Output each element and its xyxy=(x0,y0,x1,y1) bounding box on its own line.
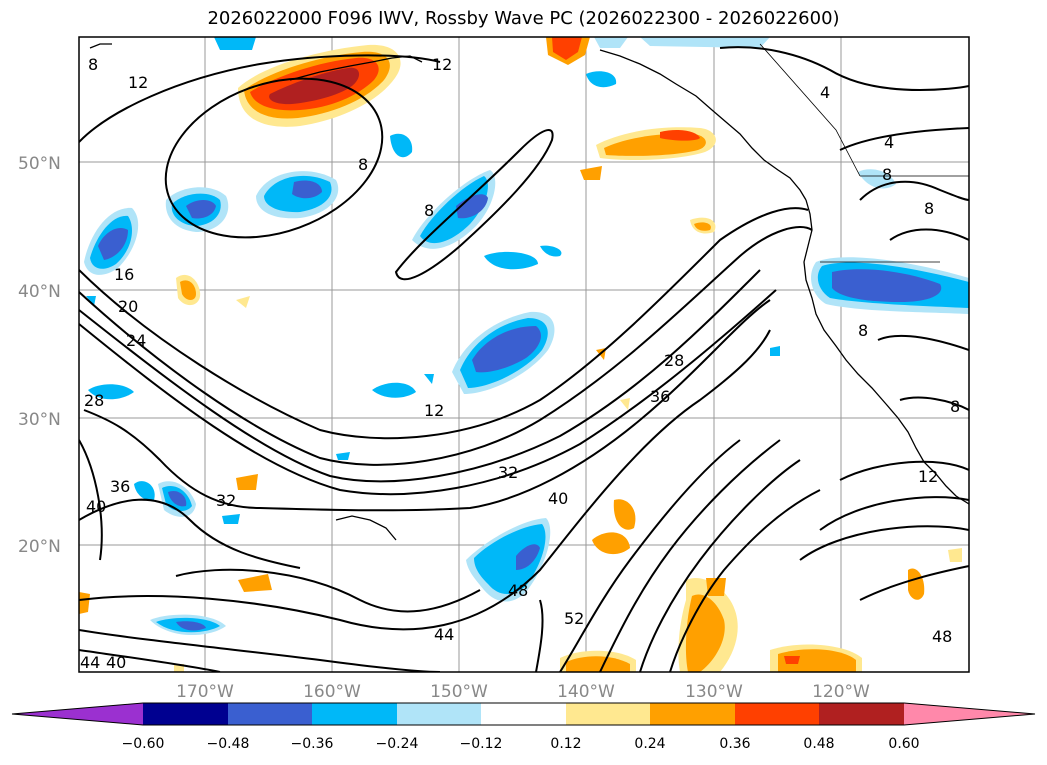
colorbar-segment xyxy=(650,703,735,725)
colorbar-segment xyxy=(819,703,904,725)
lon-label-170w: 170°W xyxy=(176,682,234,702)
contour-label: 8 xyxy=(882,165,892,184)
contour-label: 4 xyxy=(820,83,830,102)
contour-label: 16 xyxy=(114,265,134,284)
colorbar-segment xyxy=(566,703,650,725)
negative-anomaly-shading xyxy=(84,37,969,636)
colorbar-tick: 0.12 xyxy=(550,736,581,752)
lat-label-50n: 50°N xyxy=(18,154,61,174)
colorbar-tick: 0.48 xyxy=(803,736,834,752)
contour-label: 36 xyxy=(650,387,670,406)
coastlines xyxy=(89,43,969,541)
contour-label: 28 xyxy=(664,351,684,370)
colorbar-tick: 0.24 xyxy=(634,736,665,752)
contour-label: 48 xyxy=(508,581,528,600)
contour-label: 24 xyxy=(126,331,146,350)
contour-label: 8 xyxy=(88,55,98,74)
map-frame xyxy=(78,36,970,673)
contour-label: 32 xyxy=(216,491,236,510)
lon-label-120w: 120°W xyxy=(812,682,870,702)
contour-label: 12 xyxy=(432,55,452,74)
contour-label: 28 xyxy=(84,391,104,410)
contour-label: 8 xyxy=(424,201,434,220)
colorbar-segment xyxy=(143,703,228,725)
colorbar-tick: −0.12 xyxy=(460,736,503,752)
contour-label: 20 xyxy=(118,297,138,316)
country-borders xyxy=(759,43,969,263)
contour-label: 8 xyxy=(924,199,934,218)
lon-label-140w: 140°W xyxy=(557,682,615,702)
colorbar-tick: −0.48 xyxy=(207,736,250,752)
lon-label-160w: 160°W xyxy=(303,682,361,702)
colorbar-tick: −0.24 xyxy=(376,736,419,752)
colorbar: −0.60 −0.48 −0.36 −0.24 −0.12 0.12 0.24 … xyxy=(11,702,1036,752)
contour-label: 40 xyxy=(548,489,568,508)
colorbar-segment xyxy=(481,703,566,725)
colorbar-tick: −0.60 xyxy=(122,736,165,752)
colorbar-outline xyxy=(11,702,1036,726)
contour-label: 12 xyxy=(918,467,938,486)
iwv-contours xyxy=(79,46,969,672)
positive-anomaly-shading xyxy=(79,37,962,672)
contour-label-layer: 8 12 12 8 8 4 4 8 8 8 16 20 24 28 28 36 … xyxy=(80,55,960,672)
lon-label-150w: 150°W xyxy=(430,682,488,702)
colorbar-tick: 0.36 xyxy=(719,736,750,752)
colorbar-segment xyxy=(397,703,481,725)
map-title: 2026022000 F096 IWV, Rossby Wave PC (202… xyxy=(207,8,840,29)
contour-label: 40 xyxy=(86,497,106,516)
contour-label: 8 xyxy=(358,155,368,174)
colorbar-tick: −0.36 xyxy=(291,736,334,752)
colorbar-segment xyxy=(228,703,312,725)
map-layers xyxy=(79,37,969,672)
lon-label-130w: 130°W xyxy=(685,682,743,702)
contour-label: 12 xyxy=(128,73,148,92)
contour-label: 44 xyxy=(434,625,454,644)
contour-label: 8 xyxy=(950,397,960,416)
colorbar-segment xyxy=(312,703,397,725)
contour-label: 52 xyxy=(564,609,584,628)
contour-label: 12 xyxy=(424,401,444,420)
longitude-axis: 170°W 160°W 150°W 140°W 130°W 120°W xyxy=(176,682,870,702)
lat-label-40n: 40°N xyxy=(18,282,61,302)
contour-label: 8 xyxy=(858,321,868,340)
contour-label: 4 xyxy=(884,133,894,152)
lat-label-20n: 20°N xyxy=(18,537,61,557)
contour-label: 32 xyxy=(498,463,518,482)
colorbar-extend-high xyxy=(904,703,1035,725)
contour-label: 40 xyxy=(106,653,126,672)
lat-label-30n: 30°N xyxy=(18,410,61,430)
contour-label: 44 xyxy=(80,653,100,672)
colorbar-tick: 0.60 xyxy=(888,736,919,752)
contour-label: 36 xyxy=(110,477,130,496)
contour-label: 48 xyxy=(932,627,952,646)
colorbar-segment xyxy=(735,703,819,725)
colorbar-extend-low xyxy=(12,703,143,725)
latitude-axis: 50°N 40°N 30°N 20°N xyxy=(18,154,61,557)
